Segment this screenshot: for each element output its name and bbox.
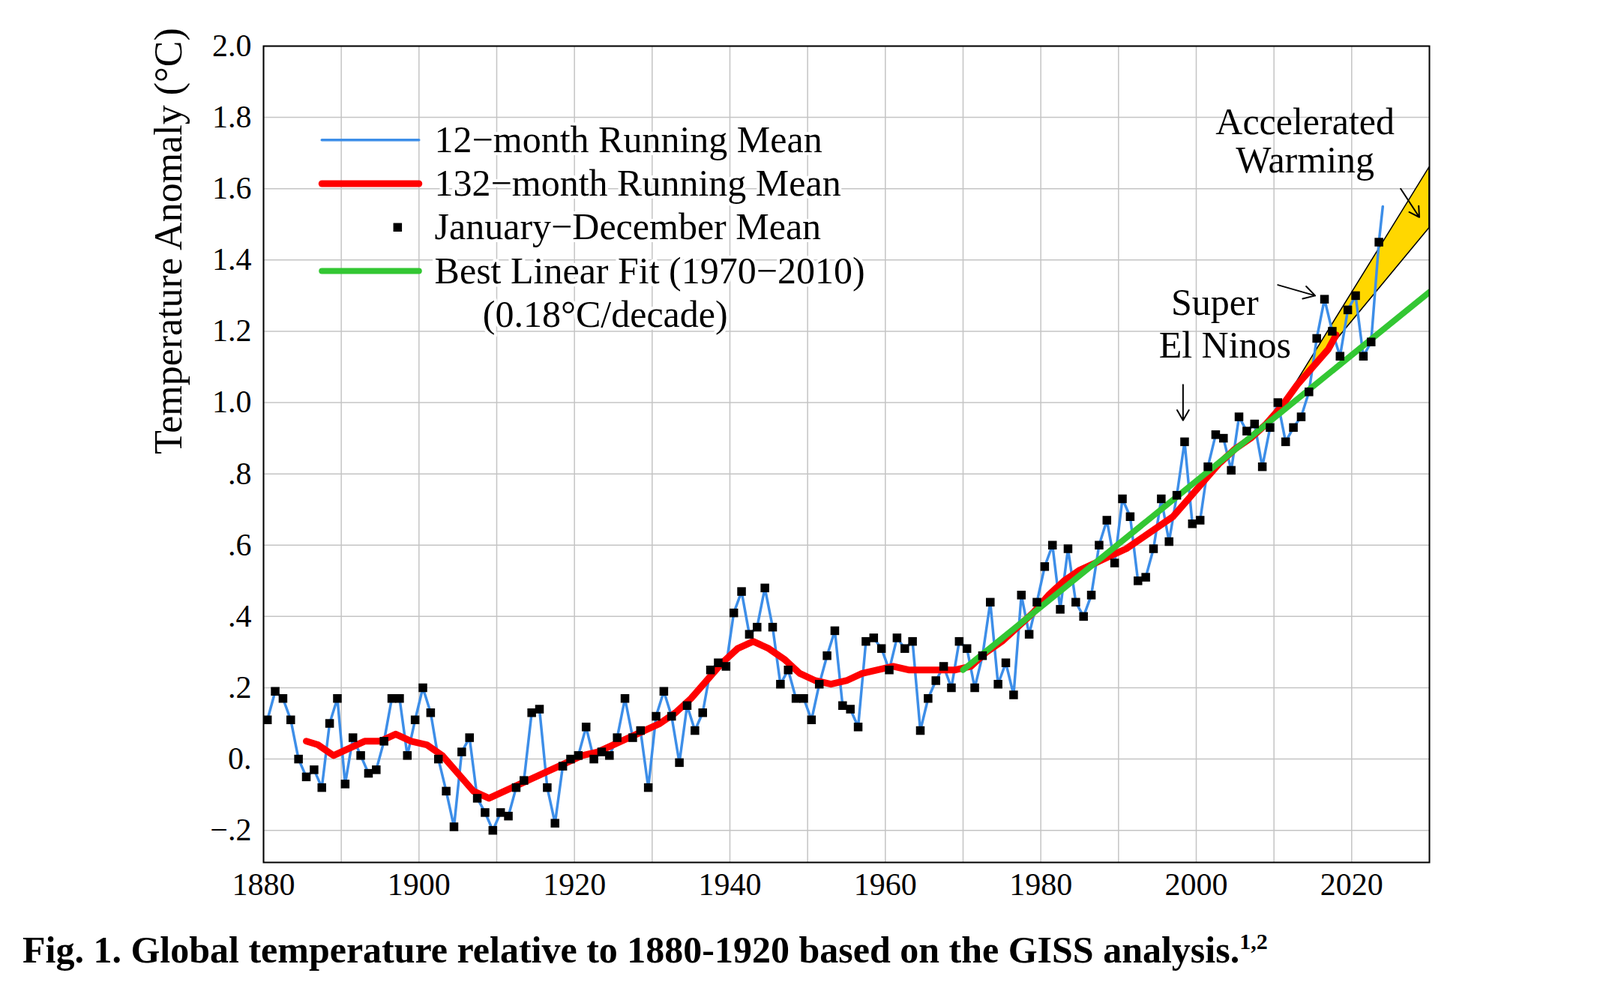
svg-text:2020: 2020: [1320, 867, 1384, 902]
svg-text:.2: .2: [227, 670, 252, 705]
svg-text:−.2: −.2: [209, 812, 252, 848]
svg-text:.4: .4: [227, 599, 252, 634]
svg-text:Warming: Warming: [1235, 138, 1375, 181]
svg-text:1.0: 1.0: [212, 384, 252, 420]
svg-text:(0.18°C/decade): (0.18°C/decade): [482, 293, 729, 336]
svg-text:12−month Running Mean: 12−month Running Mean: [434, 118, 823, 161]
svg-text:.6: .6: [227, 527, 252, 563]
svg-text:0.: 0.: [227, 741, 252, 777]
svg-text:Best Linear Fit (1970−2010): Best Linear Fit (1970−2010): [434, 249, 866, 292]
svg-text:1.4: 1.4: [212, 242, 252, 277]
svg-text:Super: Super: [1171, 281, 1259, 324]
svg-text:2.0: 2.0: [212, 28, 252, 63]
svg-text:2000: 2000: [1165, 867, 1229, 902]
svg-text:El Ninos: El Ninos: [1159, 323, 1292, 366]
svg-text:Temperature Anomaly (°C): Temperature Anomaly (°C): [146, 27, 191, 455]
html-text:Fig. 1. Global temperature rel: Fig. 1. Global temperature relative to 1…: [22, 928, 1268, 971]
svg-text:1900: 1900: [387, 867, 451, 902]
svg-text:1940: 1940: [698, 867, 762, 902]
svg-text:1880: 1880: [232, 867, 296, 902]
svg-text:1.8: 1.8: [212, 99, 252, 135]
svg-text:1920: 1920: [542, 867, 606, 902]
svg-text:Accelerated: Accelerated: [1215, 100, 1395, 143]
svg-text:1.6: 1.6: [212, 170, 252, 206]
svg-text:1980: 1980: [1009, 867, 1073, 902]
svg-text:.8: .8: [227, 456, 252, 492]
svg-text:1.2: 1.2: [212, 313, 252, 348]
svg-text:1960: 1960: [853, 867, 917, 902]
svg-text:January−December Mean: January−December Mean: [434, 205, 821, 248]
svg-text:132−month Running Mean: 132−month Running Mean: [434, 161, 842, 204]
